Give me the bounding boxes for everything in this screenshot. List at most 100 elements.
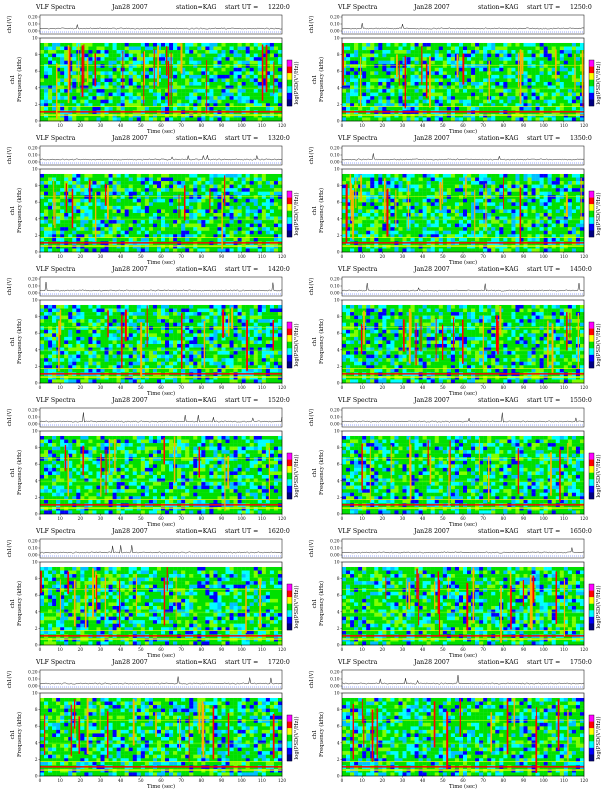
spectrogram-cell: [52, 212, 57, 217]
spectrogram-cell: [48, 81, 53, 86]
spectrogram-cell: [358, 227, 363, 231]
spectrogram-cell: [559, 46, 565, 51]
spectrogram-cell: [84, 67, 89, 72]
panel-title-start: start UT =: [527, 135, 561, 142]
spectrogram-cell: [44, 202, 49, 207]
spectrogram-cell: [398, 42, 403, 47]
spectrogram-cell: [378, 113, 383, 118]
spectrogram-cell: [140, 92, 146, 97]
spectrogram-cell: [128, 81, 133, 86]
spectrogram-cell: [430, 198, 435, 203]
spectrogram-cell: [450, 106, 456, 111]
spectrogram-cell: [257, 244, 263, 249]
spectrogram-cell: [237, 99, 242, 104]
spectrogram-cell: [273, 205, 279, 210]
spectrogram-cell: [487, 113, 492, 118]
spectrogram-cell: [60, 220, 65, 224]
spectrogram-cell: [217, 103, 222, 108]
spectrogram-cell: [394, 209, 399, 214]
spectrogram-cell: [265, 181, 271, 185]
spectrogram-cell: [539, 50, 544, 54]
spectrogram-cell: [80, 205, 85, 210]
spectrogram-cell: [165, 177, 170, 182]
spectrogram-cell: [414, 42, 419, 47]
spectrogram-cell: [463, 64, 468, 69]
spectrogram-cell: [410, 103, 415, 108]
spectrogram-cell: [265, 205, 271, 210]
spectrogram-cell: [233, 212, 238, 217]
spectrogram-cell: [225, 42, 230, 47]
spectrogram-cell: [213, 188, 218, 192]
spectrogram-cell: [422, 184, 427, 189]
spectrogram-cell: [495, 92, 500, 97]
spectrogram-cell: [205, 234, 210, 239]
spectrogram-cell: [144, 212, 150, 217]
spectrogram-cell: [96, 67, 101, 72]
spectrogram-cell: [523, 103, 528, 108]
spectrogram-cell: [366, 89, 371, 93]
spectrogram-cell: [414, 74, 419, 79]
spectrogram-cell: [152, 198, 158, 203]
spectrogram-cell: [100, 244, 105, 249]
spectrogram-cell: [499, 99, 504, 104]
spectrogram-cell: [201, 81, 206, 86]
spectrogram-cell: [241, 227, 246, 231]
spectrogram-cell: [257, 42, 263, 47]
spectrogram-cell: [495, 71, 500, 76]
spectrogram-cell: [495, 64, 500, 69]
spectrogram-cell: [567, 71, 573, 76]
spectrogram-cell: [72, 237, 77, 242]
spectrogram-cell: [378, 220, 383, 224]
spectrogram-cell: [402, 205, 407, 210]
spectrogram-cell: [426, 106, 431, 111]
spectrogram-cell: [354, 230, 359, 235]
spectrogram-cell: [144, 42, 150, 47]
spectrogram-cell: [205, 209, 210, 214]
spectrogram-cell: [213, 57, 218, 61]
spectrogram-cell: [531, 117, 536, 122]
spectrogram-cell: [249, 103, 254, 108]
spectrogram-cell: [193, 53, 198, 58]
spectrogram-cell: [402, 53, 407, 58]
spectrogram-cell: [245, 78, 250, 83]
spectrogram-cell: [108, 177, 113, 182]
spectrogram-cell: [467, 177, 472, 182]
spectrogram-cell: [394, 50, 399, 54]
spectrogram-cell: [60, 113, 65, 118]
spectrogram-cell: [567, 50, 573, 54]
spectrogram-cell: [229, 103, 234, 108]
spectrogram-cell: [422, 78, 427, 83]
spectrogram-cell: [185, 92, 190, 97]
spectrogram-cell: [463, 216, 468, 221]
spectrogram-cell: [233, 96, 238, 100]
spectrogram-cell: [241, 223, 246, 228]
spectrogram-cell: [40, 223, 45, 228]
spectrogram-cell: [354, 53, 359, 58]
spectrogram-cell: [233, 230, 238, 235]
spectrogram-cell: [245, 42, 250, 47]
spectrogram-cell: [209, 212, 214, 217]
spectrogram-cell: [503, 46, 508, 51]
spectrogram-cell: [414, 60, 419, 65]
spectrogram-cell: [229, 89, 234, 93]
spectrogram-cell: [144, 64, 150, 69]
spectrogram-cell: [217, 230, 222, 235]
spectrogram-cell: [144, 113, 150, 118]
spectrogram-cell: [156, 78, 162, 83]
spectrogram-cell: [245, 202, 250, 207]
spectrogram-cell: [217, 42, 222, 47]
spectrogram-cell: [76, 230, 81, 235]
spectrogram-cell: [471, 64, 476, 69]
spectrogram-cell: [575, 92, 581, 97]
spectrogram-cell: [503, 67, 508, 72]
spectrogram-cell: [378, 237, 383, 242]
spectrogram-cell: [503, 92, 508, 97]
spectrogram-cell: [446, 46, 452, 51]
spectrogram-cell: [217, 99, 222, 104]
spectrogram-cell: [539, 99, 544, 104]
spectrogram-cell: [463, 191, 468, 196]
spectrogram-cell: [213, 191, 218, 196]
spectrogram-cell: [277, 177, 283, 182]
spectrogram-cell: [434, 205, 439, 210]
